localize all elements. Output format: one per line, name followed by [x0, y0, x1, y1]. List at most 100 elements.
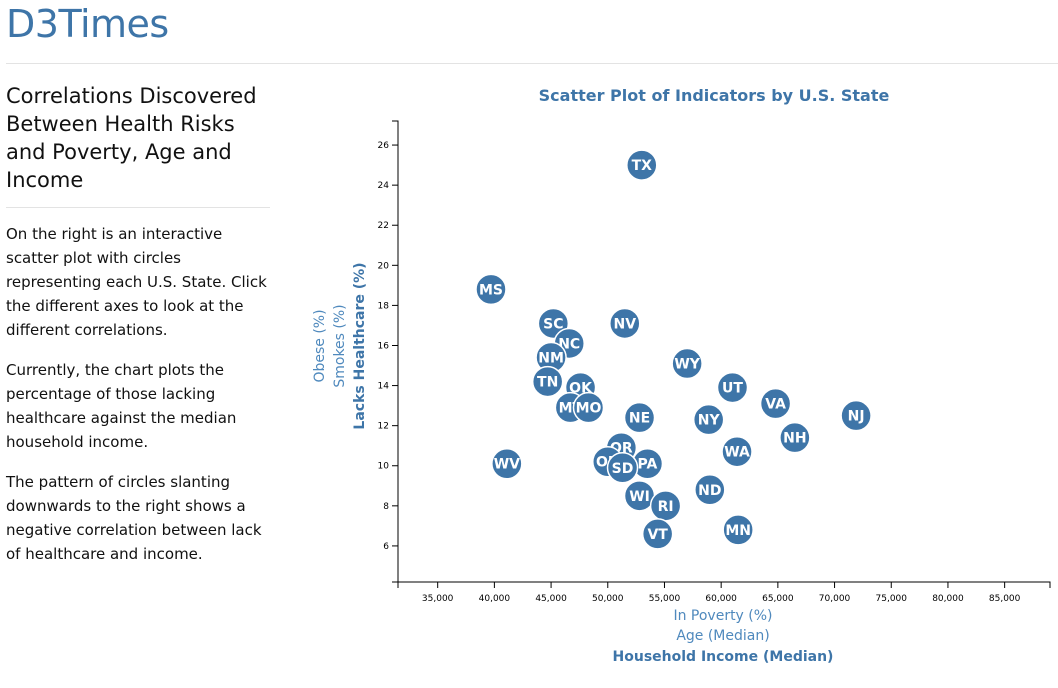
state-point-nj[interactable]: NJ: [840, 399, 872, 432]
paragraph-correlation: The pattern of circles slanting downward…: [6, 473, 262, 563]
x-tick-label: 55,000: [649, 594, 681, 604]
state-point-sd[interactable]: SD: [606, 452, 639, 484]
y-tick: 16: [378, 341, 398, 351]
state-point-tn[interactable]: TN: [531, 365, 564, 398]
state-point-ny[interactable]: NY: [692, 403, 725, 436]
x-tick: 45,000: [535, 582, 567, 604]
y-tick-label: 18: [378, 301, 390, 311]
state-point-pa[interactable]: PA: [631, 447, 664, 480]
y-tick-label: 22: [378, 221, 389, 231]
y-tick: 18: [378, 301, 398, 311]
state-circle[interactable]: [626, 149, 658, 181]
state-point-ri[interactable]: RI: [649, 490, 682, 522]
x-tick: 55,000: [649, 582, 681, 604]
state-point-mn[interactable]: MN: [722, 514, 754, 546]
y-tick: 22: [378, 221, 398, 231]
y-tick: 20: [378, 261, 398, 271]
x-tick: 60,000: [705, 582, 737, 604]
x-axis-label-poverty[interactable]: In Poverty (%): [673, 608, 772, 624]
state-point-nd[interactable]: ND: [694, 474, 726, 506]
state-point-ut[interactable]: UT: [716, 371, 749, 404]
x-axis-label-age[interactable]: Age (Median): [676, 628, 769, 644]
x-tick-label: 85,000: [989, 594, 1021, 604]
state-circle[interactable]: [716, 371, 749, 404]
x-tick: 40,000: [479, 582, 511, 604]
sidebar: Correlations Discovered Between Health R…: [6, 82, 270, 582]
state-label: MO: [576, 401, 602, 417]
state-circle[interactable]: [840, 399, 872, 432]
state-circle[interactable]: [475, 273, 507, 306]
x-tick: 70,000: [819, 582, 851, 604]
article-title: Correlations Discovered Between Health R…: [6, 84, 257, 192]
state-circle[interactable]: [671, 347, 703, 380]
x-tick-label: 65,000: [762, 594, 794, 604]
x-tick-label: 60,000: [705, 594, 737, 604]
y-axis-label-healthcare[interactable]: Lacks Healthcare (%): [352, 262, 368, 429]
x-tick-label: 50,000: [592, 594, 624, 604]
site-brand[interactable]: D3Times: [6, 2, 169, 46]
chart-title: Scatter Plot of Indicators by U.S. State: [539, 86, 890, 105]
y-axis-line: [392, 120, 399, 583]
state-circle[interactable]: [623, 401, 656, 434]
state-label: NE: [629, 411, 650, 427]
x-tick-label: 45,000: [535, 594, 567, 604]
state-point-wa[interactable]: WA: [721, 435, 753, 468]
y-tick-label: 6: [383, 542, 389, 552]
y-tick: 26: [378, 141, 398, 151]
x-tick-label: 80,000: [932, 594, 964, 604]
state-circle[interactable]: [609, 307, 641, 340]
state-circle[interactable]: [692, 403, 725, 436]
state-label: NY: [698, 413, 721, 429]
y-tick-label: 10: [378, 462, 390, 472]
y-tick: 14: [378, 382, 398, 392]
state-point-wy[interactable]: WY: [671, 347, 703, 380]
x-axis: 35,000 40,000 45,000 50,000 55,000 60,000 65,0…: [397, 581, 1051, 604]
state-point-va[interactable]: VA: [759, 387, 792, 420]
state-circle[interactable]: [779, 421, 811, 454]
state-point-vt[interactable]: VT: [641, 518, 674, 550]
y-tick-label: 8: [383, 502, 389, 512]
x-tick: 85,000: [989, 582, 1021, 604]
x-tick-label: 40,000: [479, 594, 511, 604]
state-circle[interactable]: [606, 452, 639, 484]
x-axis-label-income[interactable]: Household Income (Median): [613, 649, 834, 665]
y-tick: 10: [378, 462, 398, 472]
state-point-wv[interactable]: WV: [491, 447, 523, 480]
state-label: NV: [614, 316, 637, 332]
x-tick: 75,000: [876, 582, 908, 604]
header-divider: [6, 63, 1058, 64]
state-circle[interactable]: [531, 365, 564, 398]
state-label: UT: [722, 381, 743, 397]
state-label: WI: [629, 489, 650, 505]
y-tick-label: 12: [378, 422, 389, 432]
state-label: NJ: [848, 409, 865, 425]
state-point-ne[interactable]: NE: [623, 401, 656, 434]
x-tick-label: 75,000: [876, 594, 908, 604]
state-label: NH: [783, 431, 806, 447]
state-label: WA: [724, 445, 750, 461]
y-tick: 6: [383, 542, 398, 552]
state-circle[interactable]: [694, 474, 726, 506]
x-axis-line: [397, 581, 1051, 588]
state-point-mo[interactable]: MO: [572, 391, 605, 424]
state-point-tx[interactable]: TX: [626, 149, 658, 181]
state-point-nh[interactable]: NH: [779, 421, 811, 454]
state-circle[interactable]: [722, 514, 754, 546]
state-point-wi[interactable]: WI: [623, 480, 656, 512]
state-point-nv[interactable]: NV: [609, 307, 641, 340]
state-point-nm[interactable]: NM: [535, 341, 567, 374]
state-point-ms[interactable]: MS: [475, 273, 507, 306]
state-circle[interactable]: [759, 387, 792, 420]
state-circle[interactable]: [491, 447, 523, 480]
state-circle[interactable]: [641, 518, 674, 550]
state-circle[interactable]: [572, 391, 605, 424]
state-label: VA: [765, 397, 786, 413]
state-label: WY: [674, 357, 700, 373]
y-tick: 12: [378, 422, 398, 432]
state-circle[interactable]: [721, 435, 753, 468]
y-axis: 6 8 10 12 14 16 18 20 22 24 26: [378, 120, 399, 583]
y-axis-label-smokes[interactable]: Smokes (%): [332, 304, 348, 387]
y-axis-label-obese[interactable]: Obese (%): [312, 309, 328, 382]
